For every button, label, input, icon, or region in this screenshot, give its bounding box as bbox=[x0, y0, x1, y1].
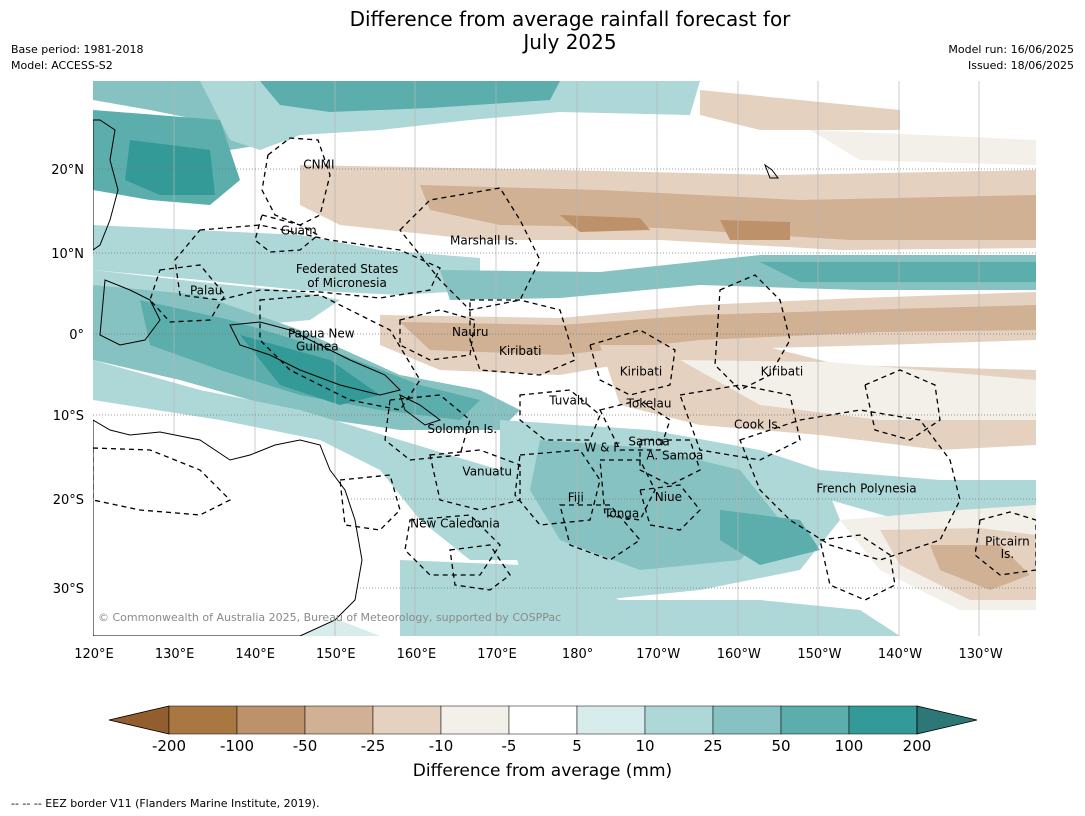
lat-tick-label: 10°N bbox=[51, 247, 84, 262]
copyright-notice: © Commonwealth of Australia 2025, Bureau… bbox=[98, 611, 561, 624]
latitude-lines bbox=[93, 168, 1036, 589]
lon-tick-label: 120°E bbox=[74, 647, 114, 662]
region-label: Kiribati bbox=[499, 344, 541, 358]
colorbar-tick-label: 200 bbox=[903, 737, 932, 755]
meta-right: Model run: 16/06/2025 Issued: 18/06/2025 bbox=[948, 42, 1074, 74]
colorbar-tick-label: -5 bbox=[502, 737, 517, 755]
colorbar-bin bbox=[508, 705, 578, 735]
colorbar-bin bbox=[168, 705, 238, 735]
colorbar-bin bbox=[576, 705, 646, 735]
longitude-tick-labels: 120°E 130°E 140°E 150°E 160°E 170°E 180° 170°W 1… bbox=[74, 647, 1003, 662]
lon-tick-label: 180° bbox=[562, 647, 593, 662]
region-label: Guam bbox=[281, 223, 317, 237]
colorbar-tick-label: 10 bbox=[635, 737, 654, 755]
region-label: Federated States bbox=[296, 262, 398, 276]
lon-tick-label: 140°E bbox=[235, 647, 275, 662]
colorbar-title: Difference from average (mm) bbox=[412, 761, 673, 781]
lon-tick-label: 150°E bbox=[316, 647, 356, 662]
region-label: A. Samoa bbox=[646, 449, 703, 463]
colorbar-bin bbox=[644, 705, 714, 735]
region-label: New Caledonia bbox=[410, 516, 500, 530]
latitude-tick-labels: 20°N 10°N 0° 10°S 20°S 30°S bbox=[51, 163, 84, 597]
region-label: French Polynesia bbox=[816, 482, 916, 496]
colorbar-tick-label: 5 bbox=[572, 737, 582, 755]
title-line-1: Difference from average rainfall forecas… bbox=[349, 7, 791, 31]
lon-tick-label: 140°W bbox=[878, 647, 922, 662]
lon-tick-label: 160°W bbox=[717, 647, 761, 662]
region-label: Palau bbox=[190, 284, 222, 298]
lat-tick-label: 0° bbox=[69, 328, 84, 343]
issued-date: Issued: 18/06/2025 bbox=[967, 59, 1074, 72]
lon-tick-label: 170°E bbox=[477, 647, 517, 662]
colorbar-bin bbox=[372, 705, 442, 735]
region-label: Samoa bbox=[628, 435, 669, 449]
colorbar-tick-label: -25 bbox=[361, 737, 386, 755]
colorbar-extend-low bbox=[108, 705, 170, 735]
lon-tick-label: 130°W bbox=[959, 647, 1003, 662]
model-run: Model run: 16/06/2025 bbox=[948, 43, 1074, 56]
map-frame: © Commonwealth of Australia 2025, Bureau… bbox=[93, 81, 1036, 636]
lat-tick-label: 10°S bbox=[53, 409, 84, 424]
colorbar-tick-label: -50 bbox=[293, 737, 318, 755]
colorbar-bin bbox=[236, 705, 306, 735]
region-label: Tuvalu bbox=[548, 393, 588, 407]
region-label: CNMI bbox=[303, 157, 334, 171]
lat-tick-label: 20°S bbox=[53, 493, 84, 508]
chart-title: Difference from average rainfall forecas… bbox=[0, 8, 1085, 54]
region-label: Pitcairn bbox=[985, 534, 1030, 548]
region-label: Cook Is. bbox=[734, 417, 781, 431]
lon-tick-label: 130°E bbox=[155, 647, 195, 662]
colorbar-bin bbox=[848, 705, 918, 735]
eez-footnote: -- -- -- EEZ border V11 (Flanders Marine… bbox=[11, 797, 320, 810]
colorbar-bin bbox=[440, 705, 510, 735]
lat-tick-label: 30°S bbox=[53, 582, 84, 597]
region-label: Niue bbox=[655, 490, 682, 504]
colorbar-bin bbox=[304, 705, 374, 735]
colorbar-bin bbox=[712, 705, 782, 735]
region-label: Papua New bbox=[288, 327, 355, 341]
region-label: Vanuatu bbox=[462, 464, 512, 478]
lat-tick-label: 20°N bbox=[51, 163, 84, 178]
meta-left: Base period: 1981-2018 Model: ACCESS-S2 bbox=[11, 42, 143, 74]
region-label: Kiribati bbox=[761, 364, 803, 378]
rainfall-anomaly-field bbox=[93, 81, 1036, 636]
colorbar-tick-label: 100 bbox=[835, 737, 864, 755]
region-label: Guinea bbox=[296, 340, 339, 354]
colorbar-tick-label: 50 bbox=[771, 737, 790, 755]
colorbar: -200 -100 -50 -25 -10 -5 5 10 25 50 100 200 bbox=[108, 705, 978, 755]
region-label: of Micronesia bbox=[307, 276, 387, 290]
title-line-2: July 2025 bbox=[523, 30, 617, 54]
region-label: Fiji bbox=[568, 491, 584, 505]
colorbar-tick-label: 25 bbox=[703, 737, 722, 755]
model-name: Model: ACCESS-S2 bbox=[11, 59, 113, 72]
colorbar-tick-label: -200 bbox=[152, 737, 186, 755]
region-label: Marshall Is. bbox=[450, 233, 518, 247]
region-label: Kiribati bbox=[620, 364, 662, 378]
base-period: Base period: 1981-2018 bbox=[11, 43, 144, 56]
region-label: W & F bbox=[584, 440, 620, 454]
eez-borders bbox=[93, 137, 1036, 601]
colorbar-tick-label: -100 bbox=[220, 737, 254, 755]
region-label: Tokelau bbox=[626, 397, 672, 411]
lon-tick-label: 160°E bbox=[397, 647, 437, 662]
graticule bbox=[173, 81, 980, 636]
lon-tick-label: 150°W bbox=[797, 647, 841, 662]
colorbar-bin bbox=[780, 705, 850, 735]
region-label: Solomon Is. bbox=[427, 422, 497, 436]
colorbar-tick-label: -10 bbox=[429, 737, 454, 755]
colorbar-extend-high bbox=[916, 705, 978, 735]
region-label: Tonga bbox=[603, 506, 639, 520]
coastlines bbox=[93, 119, 779, 636]
lon-tick-label: 170°W bbox=[636, 647, 680, 662]
region-label: Is. bbox=[1001, 547, 1015, 561]
region-label: Nauru bbox=[452, 325, 488, 339]
